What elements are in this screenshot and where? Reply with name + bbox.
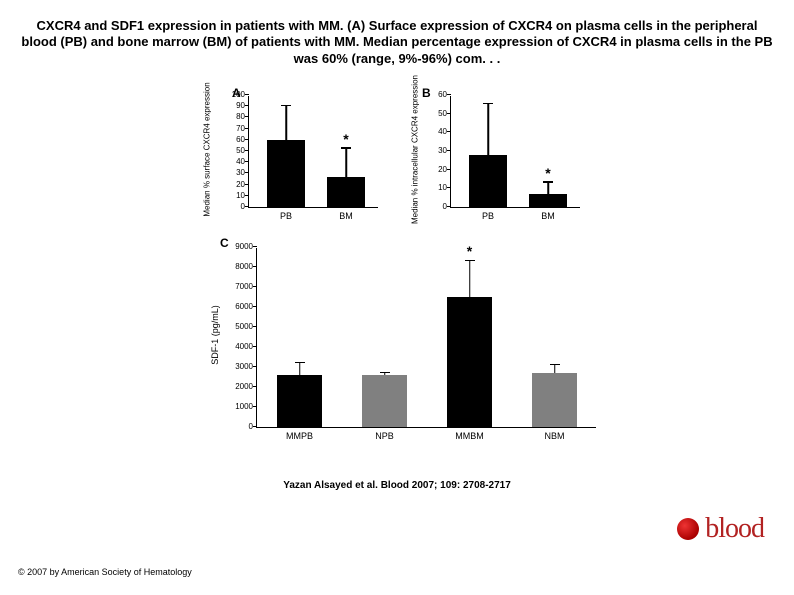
xtick-a-pb: PB bbox=[266, 211, 306, 221]
bar-c-npb bbox=[362, 375, 407, 427]
copyright: © 2007 by American Society of Hematology bbox=[18, 567, 192, 577]
bar-a-pb bbox=[267, 140, 305, 207]
xtick-c-2: MMBM bbox=[450, 431, 490, 441]
panel-a-ylabel: Median % surface CXCR4 expression bbox=[203, 75, 212, 225]
panel-c: C SDF-1 (pg/mL) 0 1000 2000 3000 4000 50… bbox=[200, 240, 610, 450]
panel-b-axes: 0 10 20 30 40 50 60 * PB BM bbox=[450, 96, 580, 208]
citation: Yazan Alsayed et al. Blood 2007; 109: 27… bbox=[0, 480, 794, 491]
panel-c-ylabel: SDF-1 (pg/mL) bbox=[210, 285, 220, 385]
xtick-a-bm: BM bbox=[326, 211, 366, 221]
panel-a: A Median % surface CXCR4 expression 0 10… bbox=[200, 90, 395, 225]
panel-c-axes: 0 1000 2000 3000 4000 5000 6000 7000 800… bbox=[256, 248, 596, 428]
xtick-c-1: NPB bbox=[365, 431, 405, 441]
bar-b-pb bbox=[469, 155, 507, 207]
blood-logo-icon bbox=[677, 518, 699, 540]
bar-b-bm bbox=[529, 194, 567, 207]
star-b: * bbox=[545, 165, 550, 181]
xtick-b-pb: PB bbox=[468, 211, 508, 221]
xtick-b-bm: BM bbox=[528, 211, 568, 221]
bar-c-mmbm bbox=[447, 297, 492, 427]
star-a: * bbox=[343, 131, 348, 147]
figure-caption: CXCR4 and SDF1 expression in patients wi… bbox=[0, 0, 794, 75]
journal-logo: blood bbox=[677, 513, 764, 545]
star-c: * bbox=[467, 243, 472, 259]
bar-a-bm bbox=[327, 177, 365, 207]
figure-area: A Median % surface CXCR4 expression 0 10… bbox=[200, 90, 610, 460]
blood-logo-text: blood bbox=[705, 513, 764, 545]
panel-b: B Median % intracellular CXCR4 expressio… bbox=[410, 90, 605, 225]
bar-c-mmpb bbox=[277, 375, 322, 427]
panel-a-axes: 0 10 20 30 40 50 60 70 80 90 100 bbox=[248, 96, 378, 208]
xtick-c-0: MMPB bbox=[280, 431, 320, 441]
bar-c-nbm bbox=[532, 373, 577, 427]
xtick-c-3: NBM bbox=[535, 431, 575, 441]
